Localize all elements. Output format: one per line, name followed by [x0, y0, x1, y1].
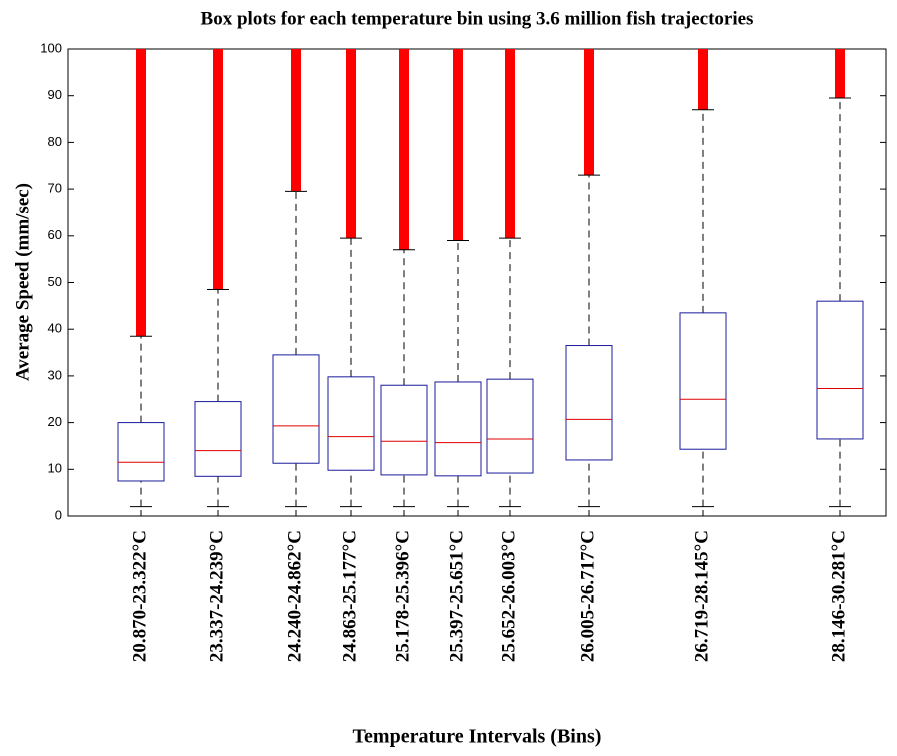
outlier-band	[835, 49, 845, 99]
outlier-band	[505, 49, 515, 239]
y-tick-label: 70	[48, 181, 62, 196]
y-tick-label: 40	[48, 321, 62, 336]
outlier-band	[213, 49, 223, 290]
chart-title: Box plots for each temperature bin using…	[201, 8, 754, 29]
x-tick-label: 25.652-26.003°C	[498, 530, 519, 662]
x-tick-label: 26.005-26.717°C	[577, 530, 598, 662]
y-tick-label: 0	[55, 507, 62, 522]
box	[679, 312, 727, 450]
x-tick-label: 23.337-24.239°C	[206, 530, 227, 662]
x-tick-label: 24.240-24.862°C	[284, 530, 305, 662]
y-axis-label: Average Speed (mm/sec)	[12, 183, 33, 381]
x-tick-label: 25.397-25.651°C	[446, 530, 467, 662]
outlier-band	[698, 49, 708, 110]
y-tick-label: 20	[48, 414, 62, 429]
outlier-band	[291, 49, 301, 192]
y-tick-label: 90	[48, 87, 62, 102]
box	[117, 422, 165, 482]
plot-frame	[67, 48, 887, 517]
y-tick-label: 10	[48, 461, 62, 476]
box	[194, 401, 242, 477]
outlier-band	[346, 49, 356, 239]
box	[486, 378, 534, 474]
outlier-band	[136, 49, 146, 337]
box	[816, 300, 864, 440]
x-tick-label: 28.146-30.281°C	[828, 530, 849, 662]
y-tick-label: 30	[48, 367, 62, 382]
y-tick-label: 50	[48, 274, 62, 289]
box	[327, 376, 375, 471]
x-axis-label: Temperature Intervals (Bins)	[353, 726, 602, 748]
y-tick-label: 60	[48, 227, 62, 242]
x-tick-label: 25.178-25.396°C	[392, 530, 413, 662]
box	[434, 381, 482, 477]
x-tick-label: 20.870-23.322°C	[129, 530, 150, 662]
box	[380, 384, 428, 476]
x-tick-label: 26.719-28.145°C	[691, 530, 712, 662]
y-tick-label: 80	[48, 134, 62, 149]
outlier-band	[453, 49, 463, 241]
box	[272, 354, 320, 464]
outlier-band	[584, 49, 594, 176]
outlier-band	[399, 49, 409, 250]
y-tick-label: 100	[40, 40, 62, 55]
box	[565, 345, 613, 461]
x-tick-label: 24.863-25.177°C	[339, 530, 360, 662]
